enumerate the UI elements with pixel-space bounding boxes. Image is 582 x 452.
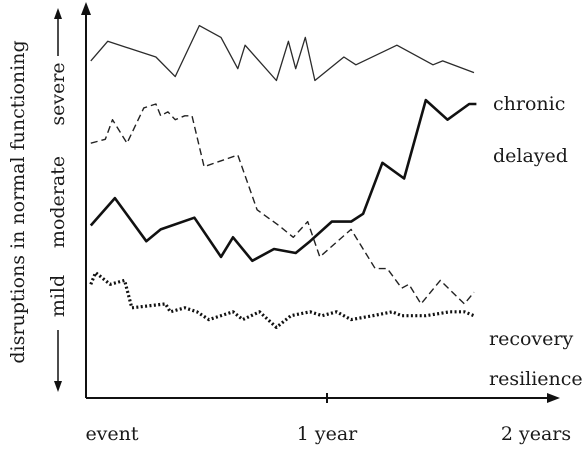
- series-line-recovery: [90, 103, 475, 305]
- series-label-chronic: chronic: [493, 93, 565, 115]
- series-label-delayed: delayed: [493, 145, 568, 167]
- x-tick-label-2-years: 2 years: [501, 423, 571, 445]
- x-tick-label-1-year: 1 year: [297, 423, 358, 445]
- series-line-resilience: [89, 271, 475, 329]
- series-label-recovery: recovery: [489, 328, 573, 350]
- y-axis-title: disruptions in normal functioning: [7, 40, 29, 363]
- y-level-lower-arrowhead: [54, 381, 62, 392]
- y-level-upper-arrowhead: [54, 8, 62, 19]
- x-axis-arrowhead: [547, 393, 560, 403]
- y-axis-arrowhead: [81, 2, 91, 15]
- series-line-delayed: [89, 98, 477, 263]
- series-line-chronic: [90, 24, 475, 82]
- y-level-mild: mild: [47, 275, 69, 317]
- series-label-resilience: resilience: [489, 368, 582, 390]
- x-tick-label-event: event: [85, 423, 138, 445]
- y-level-severe: severe: [47, 62, 69, 125]
- y-level-moderate: moderate: [47, 156, 69, 248]
